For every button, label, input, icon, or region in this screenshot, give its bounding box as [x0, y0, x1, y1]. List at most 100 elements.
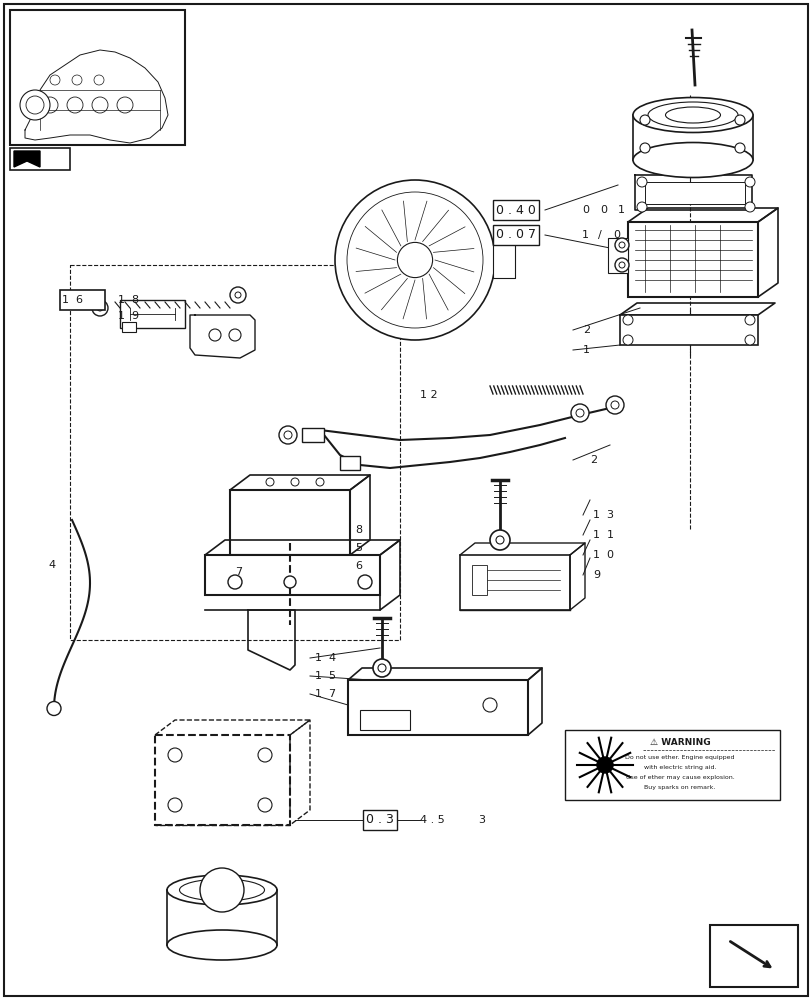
Circle shape [734, 115, 744, 125]
Circle shape [67, 97, 83, 113]
Text: 1: 1 [582, 345, 590, 355]
Circle shape [335, 180, 495, 340]
Bar [471, 565, 487, 595]
Bar [10, 148, 70, 170]
Circle shape [230, 287, 246, 303]
Bar [120, 300, 185, 328]
Text: 1  0: 1 0 [592, 550, 613, 560]
Ellipse shape [167, 875, 277, 905]
Circle shape [570, 404, 588, 422]
Polygon shape [14, 151, 40, 167]
Bar [460, 555, 569, 610]
Text: with electric string aid.: with electric string aid. [643, 765, 715, 770]
Bar [155, 735, 290, 825]
Circle shape [234, 292, 241, 298]
Circle shape [622, 335, 633, 345]
Bar [340, 456, 359, 470]
Bar [644, 182, 744, 204]
Circle shape [575, 409, 583, 417]
Circle shape [397, 242, 432, 278]
Text: 1: 1 [617, 205, 624, 215]
Text: 8: 8 [354, 525, 362, 535]
Circle shape [489, 530, 509, 550]
Text: 6: 6 [354, 561, 362, 571]
Circle shape [208, 329, 221, 341]
Circle shape [47, 701, 61, 715]
Text: 1  3: 1 3 [592, 510, 613, 520]
Circle shape [315, 478, 324, 486]
Text: 0: 0 [599, 205, 607, 215]
Text: Do not use ether. Engine equipped: Do not use ether. Engine equipped [624, 756, 734, 760]
Bar [633, 115, 752, 160]
Bar [359, 710, 410, 730]
Circle shape [614, 258, 629, 272]
Circle shape [94, 75, 104, 85]
Circle shape [168, 748, 182, 762]
Circle shape [284, 576, 296, 588]
Circle shape [496, 536, 504, 544]
Circle shape [92, 97, 108, 113]
Circle shape [50, 75, 60, 85]
Circle shape [200, 868, 243, 912]
Circle shape [596, 757, 612, 773]
Bar [348, 680, 527, 735]
Circle shape [92, 300, 108, 316]
Bar [564, 730, 779, 800]
Circle shape [614, 238, 629, 252]
Circle shape [618, 242, 624, 248]
Circle shape [734, 143, 744, 153]
Circle shape [622, 315, 633, 325]
Circle shape [346, 192, 483, 328]
Circle shape [605, 396, 623, 414]
Ellipse shape [633, 98, 752, 133]
Circle shape [358, 575, 371, 589]
Text: 1  6: 1 6 [62, 295, 83, 305]
Bar [627, 222, 757, 297]
Text: Buy sparks on remark.: Buy sparks on remark. [643, 785, 714, 790]
Bar [302, 428, 324, 442]
Text: 3: 3 [478, 815, 484, 825]
Text: 0 . 4 0: 0 . 4 0 [496, 204, 535, 217]
Circle shape [26, 96, 44, 114]
Circle shape [636, 202, 646, 212]
Circle shape [744, 202, 754, 212]
Text: 1  4: 1 4 [315, 653, 336, 663]
Circle shape [266, 478, 273, 486]
Circle shape [258, 798, 272, 812]
Circle shape [636, 177, 646, 187]
Circle shape [168, 798, 182, 812]
Circle shape [97, 305, 103, 311]
Bar [607, 238, 627, 273]
Circle shape [372, 659, 391, 677]
Text: 1  7: 1 7 [315, 689, 336, 699]
Text: 1  1: 1 1 [592, 530, 613, 540]
Circle shape [378, 664, 385, 672]
Text: 9: 9 [592, 570, 599, 580]
Bar [10, 10, 185, 145]
Circle shape [744, 177, 754, 187]
Text: Use of ether may cause explosion.: Use of ether may cause explosion. [624, 775, 733, 780]
Text: ⚠ WARNING: ⚠ WARNING [649, 738, 710, 746]
Circle shape [744, 315, 754, 325]
Text: 0: 0 [612, 230, 620, 240]
Circle shape [639, 115, 649, 125]
Circle shape [42, 97, 58, 113]
Circle shape [639, 143, 649, 153]
Ellipse shape [647, 102, 737, 128]
Circle shape [258, 748, 272, 762]
Text: 7: 7 [234, 567, 242, 577]
Bar [492, 242, 514, 278]
Ellipse shape [665, 107, 719, 123]
Bar [620, 315, 757, 345]
Ellipse shape [179, 879, 264, 901]
Text: 1  9: 1 9 [118, 311, 139, 321]
Text: 0 . 3: 0 . 3 [366, 813, 393, 826]
Circle shape [279, 426, 297, 444]
Circle shape [72, 75, 82, 85]
Text: 4: 4 [48, 560, 55, 570]
Text: 2: 2 [590, 455, 596, 465]
Text: 4 . 5: 4 . 5 [419, 815, 444, 825]
Text: 1 2: 1 2 [419, 390, 437, 400]
Bar [204, 555, 380, 595]
Text: 0: 0 [581, 205, 588, 215]
